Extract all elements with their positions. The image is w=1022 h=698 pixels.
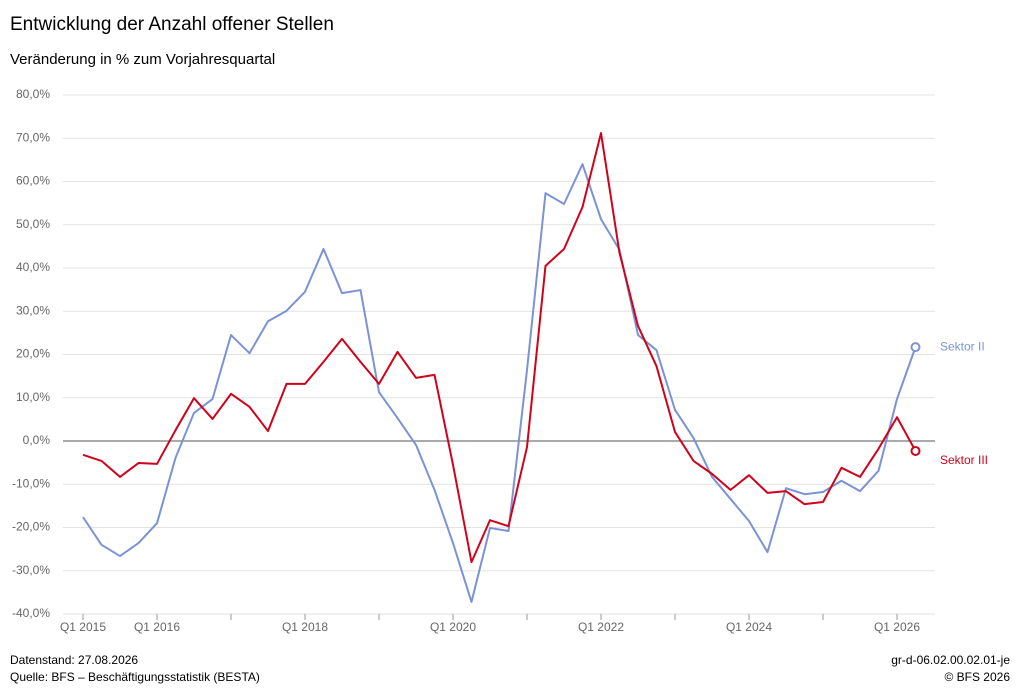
- end-marker: [910, 342, 921, 353]
- y-tick-label: -20,0%: [12, 520, 50, 534]
- footer-text: Datenstand: 27.08.2026: [10, 653, 138, 667]
- footer-text: Quelle: BFS – Beschäftigungsstatistik (B…: [10, 670, 260, 684]
- series-line: [82, 163, 917, 603]
- y-tick-label: 20,0%: [16, 347, 50, 361]
- y-tick-label: 60,0%: [16, 174, 50, 188]
- series-line: [82, 132, 917, 564]
- y-tick-label: 40,0%: [16, 260, 50, 274]
- y-tick-label: -30,0%: [12, 563, 50, 577]
- x-tick-label: Q1 2018: [282, 620, 328, 634]
- x-tick-label: Q1 2022: [578, 620, 624, 634]
- chart-title: Entwicklung der Anzahl offener Stellen: [10, 14, 334, 35]
- x-tick-label: Q1 2016: [134, 620, 180, 634]
- y-tick-label: 30,0%: [16, 303, 50, 317]
- y-tick-label: -40,0%: [12, 606, 50, 620]
- y-tick-label: -10,0%: [12, 476, 50, 490]
- x-tick-label: Q1 2026: [874, 620, 920, 634]
- y-tick-label: 0,0%: [23, 433, 51, 447]
- y-tick-label: 10,0%: [16, 390, 50, 404]
- footer-text: gr-d-06.02.00.02.01-je: [891, 653, 1010, 667]
- legend-label: Sektor III: [940, 453, 988, 467]
- chart-subtitle: Veränderung in % zum Vorjahresquartal: [10, 51, 275, 68]
- x-tick-label: Q1 2020: [430, 620, 476, 634]
- y-tick-label: 80,0%: [16, 87, 50, 101]
- y-tick-label: 50,0%: [16, 217, 50, 231]
- footer-text: © BFS 2026: [944, 670, 1010, 684]
- y-tick-label: 70,0%: [16, 130, 50, 144]
- end-marker: [910, 445, 921, 456]
- x-tick-label: Q1 2024: [726, 620, 772, 634]
- legend-label: Sektor II: [940, 339, 985, 353]
- x-tick-label: Q1 2015: [60, 620, 106, 634]
